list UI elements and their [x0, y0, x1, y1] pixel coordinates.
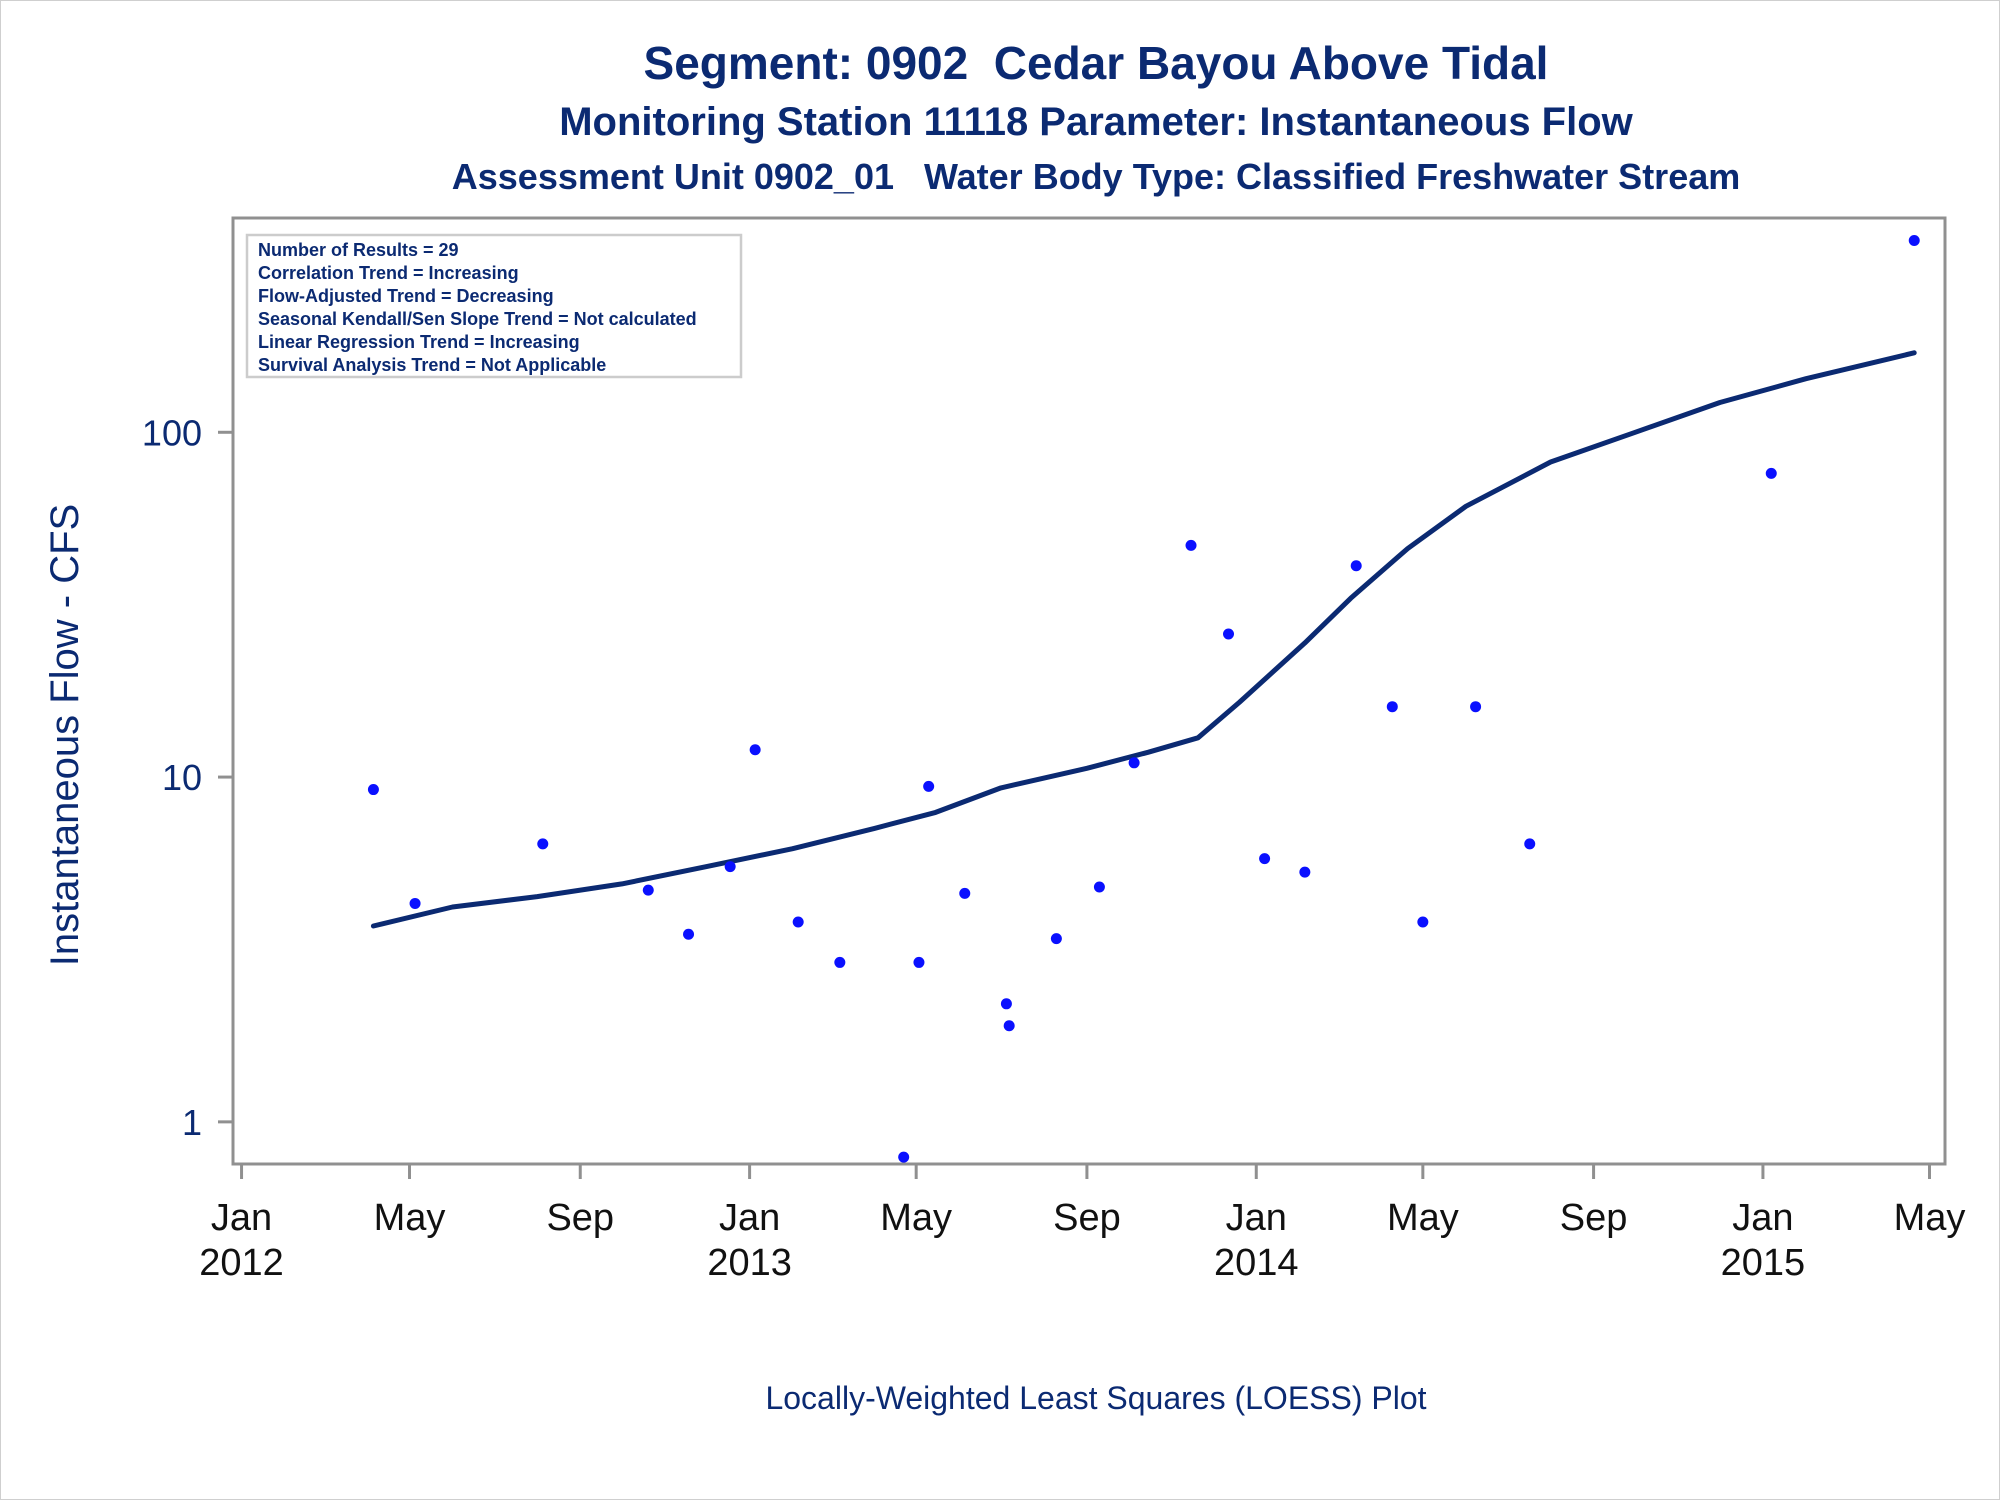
data-point [749, 744, 761, 756]
x-tick-label: May [374, 1197, 446, 1239]
y-tick-label: 10 [162, 757, 202, 798]
loess-line [370, 350, 1917, 929]
x-tick-year-label: 2015 [1721, 1242, 1806, 1284]
data-point [1259, 853, 1271, 865]
data-point [724, 861, 736, 873]
x-tick-label: May [1894, 1197, 1966, 1239]
data-point [1185, 539, 1197, 551]
data-point [1299, 866, 1311, 878]
y-tick-label: 100 [142, 412, 202, 453]
stats-line: Linear Regression Trend = Increasing [258, 332, 580, 352]
data-point [834, 956, 846, 968]
stats-line: Seasonal Kendall/Sen Slope Trend = Not c… [258, 309, 697, 329]
x-tick-year-label: 2013 [707, 1242, 792, 1284]
x-tick-label: Jan [211, 1197, 272, 1239]
x-tick-label: Jan [1732, 1197, 1793, 1239]
data-point [959, 887, 971, 899]
stats-line: Correlation Trend = Increasing [258, 263, 519, 283]
stats-box: Number of Results = 29 Correlation Trend … [245, 233, 743, 379]
data-point [683, 928, 695, 940]
chart-subtitle-2: Assessment Unit 0902_01 Water Body Type:… [451, 156, 1741, 197]
loess-line-group [370, 350, 1917, 929]
data-point [642, 884, 654, 896]
y-axis-label: Instantaneous Flow - CFS [43, 504, 87, 966]
data-point [409, 897, 421, 909]
y-tick-label: 1 [182, 1102, 202, 1143]
data-point [913, 956, 925, 968]
x-tick-year-label: 2012 [199, 1242, 284, 1284]
data-point [898, 1151, 910, 1163]
data-points-group [367, 234, 1920, 1163]
data-point [1003, 1020, 1015, 1032]
data-point [1470, 701, 1482, 713]
data-point [1386, 701, 1398, 713]
y-axis: 1 10 100 [142, 412, 233, 1143]
x-tick-label: Jan [1226, 1197, 1287, 1239]
plot-footnote: Locally-Weighted Least Squares (LOESS) P… [765, 1380, 1427, 1416]
x-tick-label: May [1387, 1197, 1459, 1239]
data-point [1350, 560, 1362, 572]
data-point [1050, 933, 1062, 945]
chart-title: Segment: 0902 Cedar Bayou Above Tidal [643, 37, 1549, 89]
stats-box-border [245, 233, 743, 379]
data-point [1000, 998, 1012, 1010]
data-point [1765, 467, 1777, 479]
x-tick-label: Sep [1053, 1197, 1121, 1239]
data-point [923, 780, 935, 792]
data-point [1417, 916, 1429, 928]
stats-line: Number of Results = 29 [258, 240, 459, 260]
x-tick-label: Jan [719, 1197, 780, 1239]
data-point [792, 916, 804, 928]
data-point [1908, 234, 1920, 246]
data-point [537, 838, 549, 850]
x-tick-label: May [880, 1197, 952, 1239]
data-point [1223, 628, 1235, 640]
x-tick-year-label: 2014 [1214, 1242, 1299, 1284]
data-point [1524, 838, 1536, 850]
data-point [367, 784, 379, 796]
chart-subtitle: Monitoring Station 11118 Parameter: Inst… [559, 100, 1633, 144]
stats-line: Flow-Adjusted Trend = Decreasing [258, 286, 554, 306]
data-point [1093, 881, 1105, 893]
x-tick-label: Sep [1560, 1197, 1628, 1239]
x-tick-label: Sep [546, 1197, 614, 1239]
data-point [1128, 757, 1140, 769]
stats-line: Survival Analysis Trend = Not Applicable [258, 355, 606, 375]
